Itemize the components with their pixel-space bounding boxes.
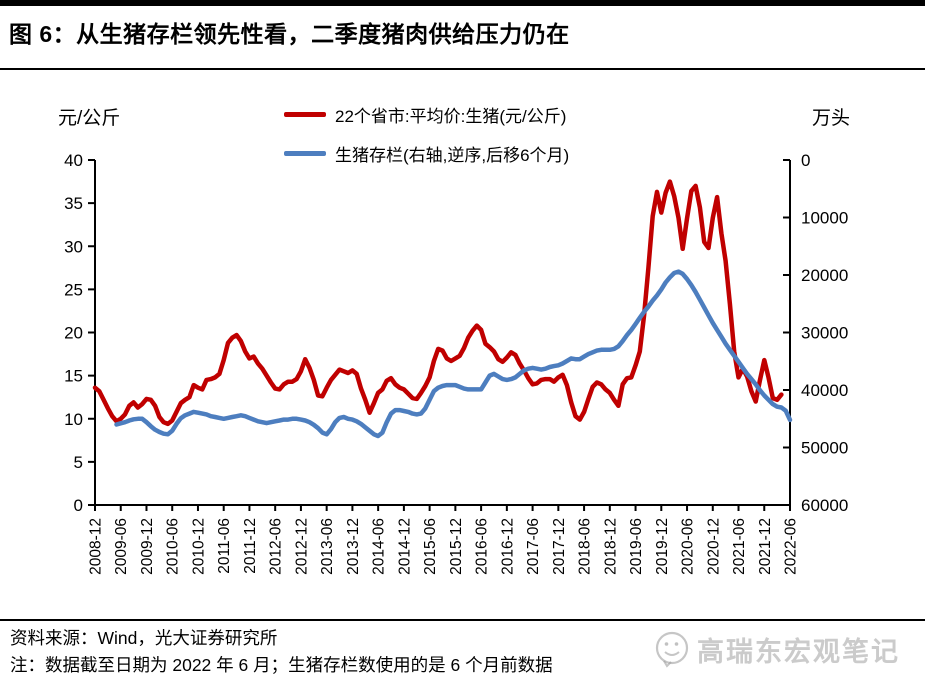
left-axis-tick-label: 30: [64, 237, 83, 256]
legend-item-price: 22个省市:平均价:生猪(元/公斤): [284, 102, 569, 127]
right-axis-tick-label: 20000: [801, 266, 848, 285]
figure-title: 图 6：从生猪存栏领先性看，二季度猪肉供给压力仍在: [9, 21, 570, 47]
title-divider: [0, 68, 925, 70]
right-axis-unit-label: 万头: [812, 108, 851, 129]
x-axis-tick-label: 2016-12: [499, 518, 516, 575]
price-line-swatch: [284, 112, 326, 117]
left-axis-tick-label: 5: [74, 453, 83, 472]
x-axis-tick-label: 2009-12: [139, 518, 156, 575]
right-axis-tick-label: 10000: [801, 209, 848, 228]
right-axis-tick-label: 0: [801, 151, 810, 170]
watermark-text: 高瑞东宏观笔记: [697, 636, 900, 667]
data-note: 注：数据截至日期为 2022 年 6 月；生猪存栏数使用的是 6 个月前数据: [10, 655, 553, 675]
right-axis-tick-label: 60000: [801, 496, 848, 515]
source-note: 资料来源：Wind，光大证券研究所: [10, 628, 278, 648]
watermark-logo-icon: [655, 631, 689, 668]
right-axis-tick-label: 30000: [801, 324, 848, 343]
inventory-line-swatch: [284, 151, 326, 156]
left-axis-tick-label: 10: [64, 410, 83, 429]
left-axis-unit-label: 元/公斤: [58, 108, 121, 129]
x-axis-tick-label: 2021-06: [731, 518, 748, 575]
price-line: [92, 179, 784, 427]
x-axis-tick-label: 2009-06: [113, 518, 130, 575]
x-axis-tick-label: 2012-12: [293, 518, 310, 575]
left-axis-tick-label: 20: [64, 324, 83, 343]
x-axis-tick-label: 2022-06: [783, 518, 800, 575]
legend-label-price: 22个省市:平均价:生猪(元/公斤): [335, 107, 567, 126]
x-axis-tick-label: 2019-06: [628, 518, 645, 575]
x-axis-tick-label: 2013-12: [345, 518, 362, 575]
x-axis-tick-label: 2011-12: [242, 518, 259, 574]
left-axis-tick-label: 0: [74, 496, 83, 515]
chart-legend: 22个省市:平均价:生猪(元/公斤) 生猪存栏(右轴,逆序,后移6个月): [284, 102, 569, 166]
left-axis-tick-label: 25: [64, 280, 83, 299]
x-axis-tick-label: 2012-06: [268, 518, 285, 575]
x-axis-tick-label: 2017-06: [525, 518, 542, 575]
x-axis-tick-label: 2015-12: [448, 518, 465, 575]
x-axis-tick-label: 2020-12: [705, 518, 722, 575]
x-axis-tick-label: 2010-06: [165, 518, 182, 575]
left-axis-tick-label: 40: [64, 151, 83, 170]
x-axis-tick-label: 2018-06: [577, 518, 594, 575]
x-axis-tick-label: 2019-12: [654, 518, 671, 575]
dual-axis-line-chart: 40 35 30 25 20 15 10 5 0 0 10000 20000 30000 40000 500…: [64, 151, 848, 575]
x-axis-tick-label: 2014-12: [396, 518, 413, 575]
left-axis-tick-label: 15: [64, 367, 83, 386]
inventory-line: [114, 269, 793, 439]
top-divider: [0, 0, 925, 6]
x-axis-tick-label: 2010-12: [190, 518, 207, 575]
legend-item-inventory: 生猪存栏(右轴,逆序,后移6个月): [284, 141, 569, 166]
footer-divider: [0, 619, 925, 621]
x-axis-tick-label: 2017-12: [551, 518, 568, 575]
x-axis-tick-label: 2011-06: [216, 518, 233, 574]
x-axis-tick-label: 2020-06: [680, 518, 697, 575]
left-axis-tick-label: 35: [64, 194, 83, 213]
watermark: 高瑞东宏观笔记: [652, 629, 900, 669]
legend-label-inventory: 生猪存栏(右轴,逆序,后移6个月): [335, 146, 570, 165]
x-axis-tick-label: 2016-06: [474, 518, 491, 575]
x-axis-tick-label: 2015-06: [422, 518, 439, 575]
x-axis-tick-label: 2013-06: [319, 518, 336, 575]
right-axis-tick-label: 50000: [801, 439, 848, 458]
x-axis-tick-label: 2021-12: [757, 518, 774, 575]
x-axis-tick-label: 2014-06: [371, 518, 388, 575]
x-axis-tick-label: 2008-12: [88, 518, 105, 575]
x-axis-tick-label: 2018-12: [602, 518, 619, 575]
right-axis-tick-label: 40000: [801, 381, 848, 400]
